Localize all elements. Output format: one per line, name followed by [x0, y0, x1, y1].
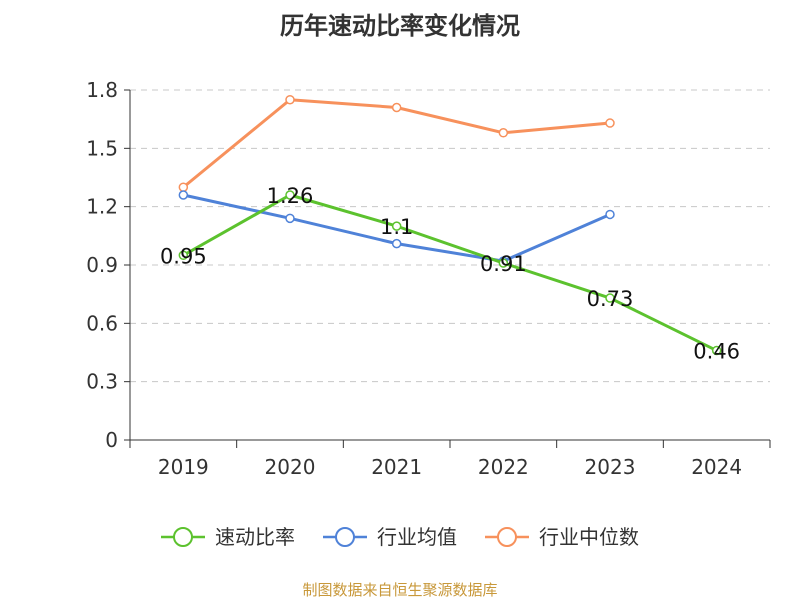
grid: [130, 89, 770, 383]
source-note: 制图数据来自恒生聚源数据库: [302, 581, 497, 599]
data-point: [178, 182, 189, 192]
series-line-2: [182, 98, 611, 189]
data-point: [285, 94, 295, 105]
data-label: 0.73: [587, 287, 634, 311]
data-point: [605, 293, 615, 303]
data-label: 0.46: [693, 340, 740, 364]
legend-item[interactable]: 行业中位数: [485, 525, 639, 549]
data-point: [178, 190, 189, 200]
data-point: [391, 102, 402, 113]
data-point: [711, 345, 722, 356]
legend: 速动比率 行业均值 行业中位数: [161, 525, 639, 549]
series-line-0: [182, 193, 718, 352]
data-point: [498, 258, 509, 268]
x-tick-label: 2022: [478, 455, 529, 479]
y-tick-label: 0.3: [86, 370, 118, 394]
data-point: [285, 190, 295, 200]
x-tick-label: 2023: [585, 455, 636, 479]
y-tick-label: 0.6: [86, 311, 118, 335]
legend-label: 行业均值: [377, 525, 457, 549]
y-tick-label: 1.5: [86, 136, 118, 160]
x-tick-label: 2019: [158, 455, 209, 479]
data-labels: 0.95 1.26 1.1 0.91 0.73 0.46: [160, 184, 740, 364]
data-label: 1.26: [267, 184, 314, 208]
data-label: 1.1: [380, 215, 413, 239]
data-label: 0.95: [160, 244, 207, 268]
legend-item[interactable]: 速动比率: [161, 525, 295, 549]
legend-item[interactable]: 行业均值: [323, 525, 457, 549]
legend-label: 速动比率: [215, 525, 295, 549]
data-label: 0.91: [480, 252, 527, 276]
data-point: [498, 128, 509, 138]
data-point: [178, 250, 189, 261]
legend-swatch-marker: [497, 527, 517, 547]
y-tick-label: 0: [105, 428, 118, 452]
y-tick-label: 1.2: [86, 195, 118, 219]
legend-swatch-marker: [173, 527, 193, 547]
data-point: [391, 238, 402, 249]
x-tick-label: 2021: [371, 455, 422, 479]
axes: 0 0.3 0.6 0.9 1.2 1.5 1.8 2019 2020 2021 2022 2023 2…: [86, 78, 771, 479]
data-point: [605, 209, 615, 220]
y-tick-label: 0.9: [86, 253, 118, 277]
chart-title: 历年速动比率变化情况: [280, 12, 520, 40]
x-tick-label: 2024: [691, 455, 742, 479]
series-group: [178, 94, 722, 356]
data-point: [391, 221, 402, 231]
legend-swatch-marker: [335, 527, 355, 547]
legend-label: 行业中位数: [539, 525, 639, 549]
data-point: [285, 213, 295, 224]
y-tick-label: 1.8: [86, 78, 118, 102]
data-point: [605, 118, 615, 128]
x-tick-label: 2020: [265, 455, 316, 479]
